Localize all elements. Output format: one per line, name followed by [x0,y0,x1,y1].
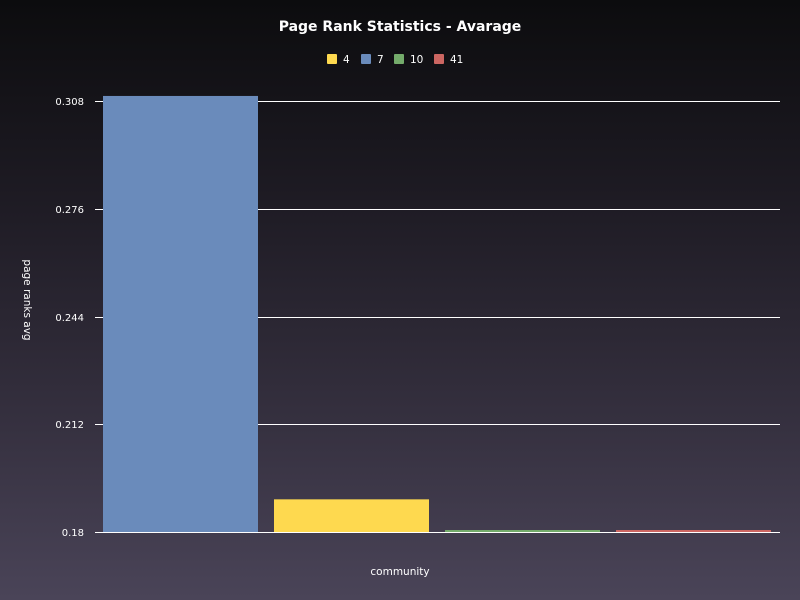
bar-7 [103,95,258,532]
legend-label-7: 7 [377,54,384,66]
legend-swatch-4 [327,54,337,64]
legend-swatch-41 [434,54,444,64]
y-axis-label: page ranks avg [21,259,33,340]
legend: 4 7 10 41 [327,54,463,66]
x-axis-label: community [370,566,429,578]
y-axis-ticks: 0.18 0.212 0.244 0.276 0.308 [55,97,84,539]
bars [103,95,771,532]
y-tick-label-3: 0.276 [55,205,84,216]
bar-41 [616,530,771,532]
legend-label-4: 4 [343,54,350,66]
legend-label-41: 41 [450,54,463,66]
y-tick-label-0: 0.18 [62,528,84,539]
y-tick-label-1: 0.212 [55,420,84,431]
legend-label-10: 10 [410,54,423,66]
legend-swatch-10 [394,54,404,64]
legend-swatch-7 [361,54,371,64]
y-tick-label-2: 0.244 [55,313,84,324]
chart-title: Page Rank Statistics - Avarage [279,19,522,35]
y-tick-label-4: 0.308 [55,97,84,108]
bar-4 [274,499,429,532]
bar-10 [445,530,600,532]
